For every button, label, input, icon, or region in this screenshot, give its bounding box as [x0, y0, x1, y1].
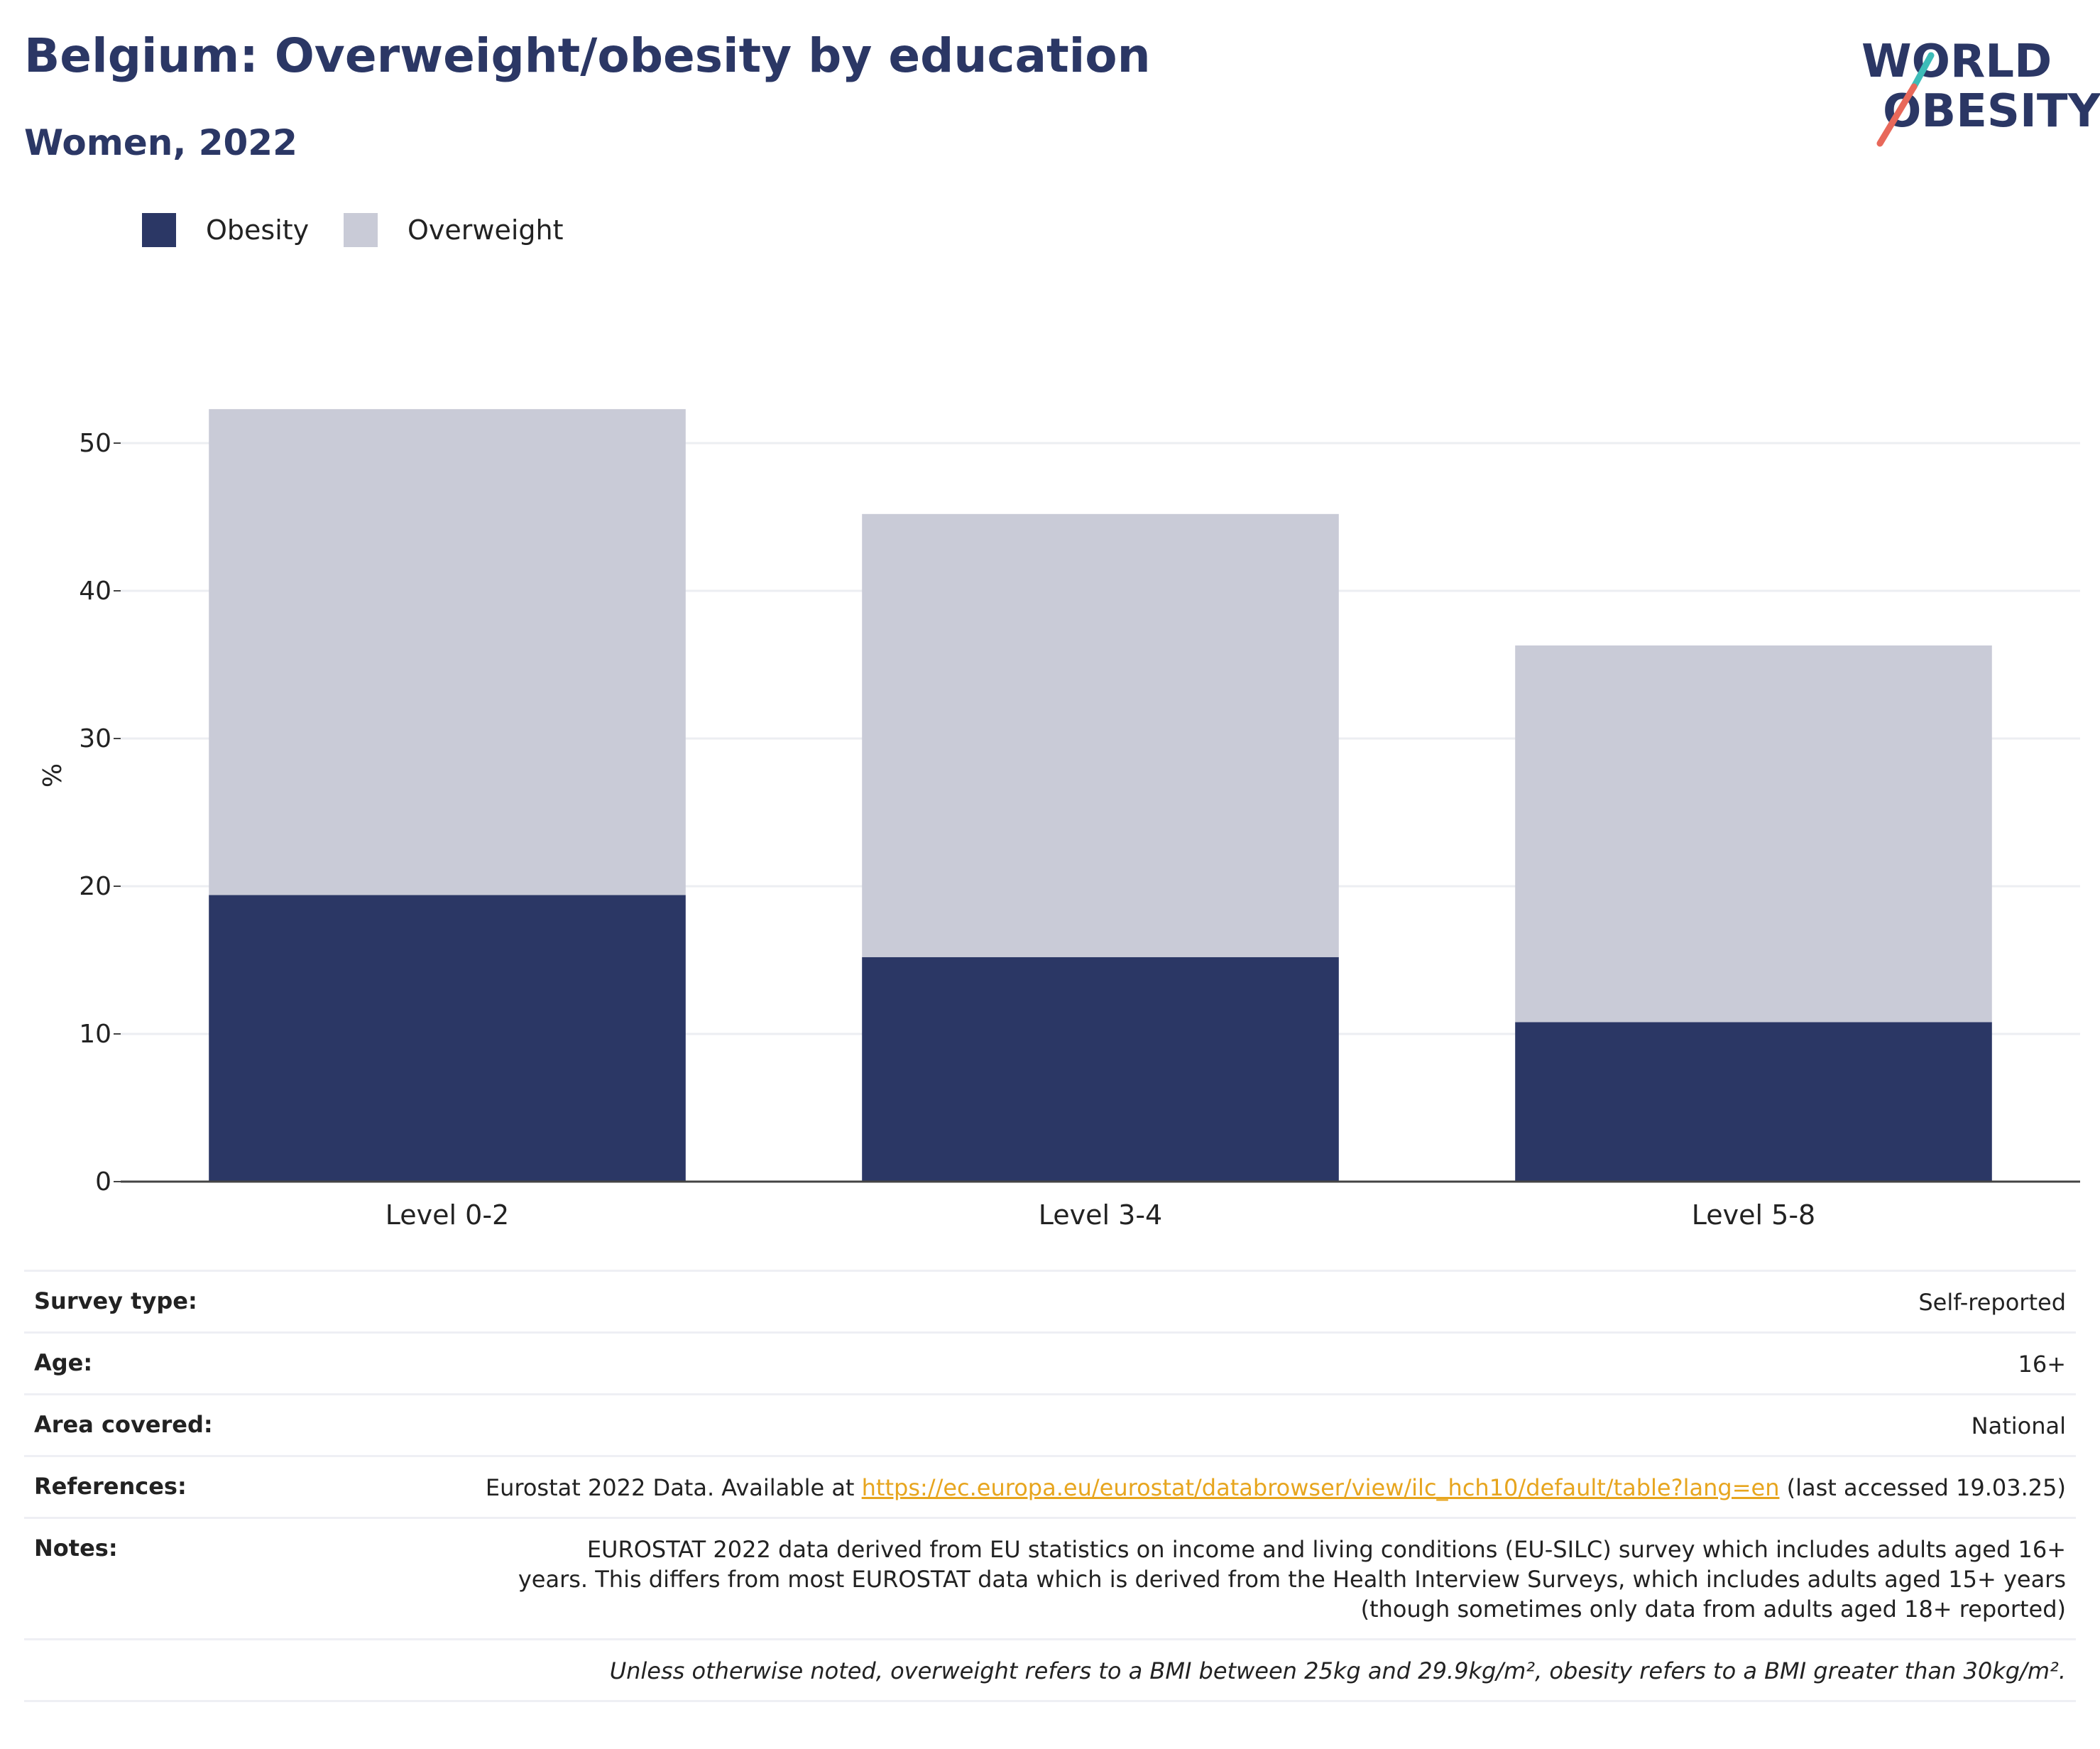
y-tick-label: 40	[79, 577, 111, 606]
info-value: National	[1971, 1412, 2066, 1439]
info-row-footnote: Unless otherwise noted, overweight refer…	[24, 1638, 2076, 1702]
y-tick-label: 10	[79, 1020, 111, 1049]
legend-swatch-obesity	[142, 213, 176, 247]
info-value: EUROSTAT 2022 data derived from EU stati…	[518, 1536, 2066, 1623]
info-row-references: References: Eurostat 2022 Data. Availabl…	[24, 1455, 2076, 1517]
bars	[209, 409, 1992, 1182]
bar-obesity-1[interactable]	[209, 895, 686, 1182]
info-value: 16+	[2018, 1351, 2066, 1378]
chart-subtitle: Women, 2022	[24, 122, 297, 163]
bar-overweight-3[interactable]	[1515, 645, 1992, 1023]
x-tick-label: Level 5-8	[1692, 1199, 1815, 1231]
bar-overweight-1[interactable]	[209, 409, 686, 895]
reference-link[interactable]: https://ec.europa.eu/eurostat/databrowse…	[861, 1474, 1780, 1501]
legend-swatch-overweight	[344, 213, 378, 247]
bar-obesity-3[interactable]	[1515, 1022, 1992, 1182]
info-label: Area covered:	[34, 1411, 213, 1438]
y-axis-title: %	[36, 763, 65, 788]
info-label: Survey type:	[34, 1287, 197, 1314]
logo-text-obesity: OBESITY	[1883, 85, 2100, 138]
info-row-area: Area covered: National	[24, 1393, 2076, 1455]
world-obesity-logo: WORLD OBESITY	[1846, 21, 2100, 149]
bmi-footnote: Unless otherwise noted, overweight refer…	[609, 1657, 2066, 1684]
info-label: References:	[34, 1473, 187, 1500]
info-table: Survey type: Self-reported Age: 16+ Area…	[24, 1270, 2076, 1702]
x-tick-label: Level 3-4	[1039, 1199, 1162, 1231]
info-row-survey-type: Survey type: Self-reported	[24, 1270, 2076, 1331]
info-label: Age:	[34, 1349, 93, 1376]
x-tick-label: Level 0-2	[385, 1199, 509, 1231]
chart-title: Belgium: Overweight/obesity by education	[24, 28, 1151, 83]
bar-overweight-2[interactable]	[862, 513, 1339, 957]
bar-chart: 0 10 20 30 40 50 Level 0-2 Level 3-4 Level 5-8 %	[36, 409, 2080, 1231]
reference-prefix: Eurostat 2022 Data. Available at	[485, 1474, 862, 1501]
logo-text-world: WORLD	[1861, 36, 2052, 88]
legend-label-overweight: Overweight	[408, 214, 564, 246]
info-value: Eurostat 2022 Data. Available at https:/…	[215, 1473, 2066, 1503]
bar-obesity-2[interactable]	[862, 957, 1339, 1182]
y-tick-label: 50	[79, 429, 111, 458]
logo-slash-icon	[1876, 52, 1935, 147]
y-tick-label: 20	[79, 872, 111, 901]
y-tick-label: 30	[79, 724, 111, 753]
reference-suffix: (last accessed 19.03.25)	[1779, 1474, 2066, 1501]
info-value: Self-reported	[1918, 1289, 2066, 1316]
y-tick-label: 0	[95, 1167, 111, 1197]
info-label: Notes:	[34, 1535, 118, 1562]
legend-label-obesity: Obesity	[206, 214, 310, 246]
axes: 0 10 20 30 40 50 Level 0-2 Level 3-4 Level 5-8	[79, 429, 2080, 1231]
info-row-age: Age: 16+	[24, 1331, 2076, 1393]
info-row-notes: Notes: EUROSTAT 2022 data derived from E…	[24, 1517, 2076, 1638]
